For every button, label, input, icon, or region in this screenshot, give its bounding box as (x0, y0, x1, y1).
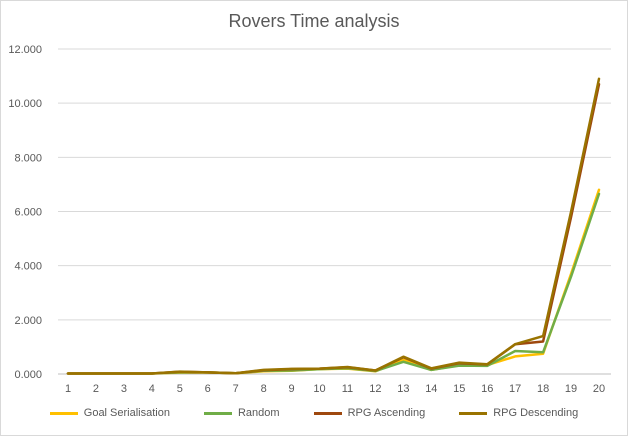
chart-legend: Goal Serialisation Random RPG Ascending RPG… (1, 407, 627, 419)
x-tick-label: 9 (289, 383, 295, 395)
legend-entry: Goal Serialisation (49, 407, 170, 419)
y-tick-label: 12.000 (8, 44, 42, 56)
y-tick-label: 0.000 (14, 369, 42, 381)
x-tick-label: 3 (121, 383, 127, 395)
x-tick-label: 16 (481, 383, 493, 395)
legend-entry: RPG Descending (459, 407, 578, 419)
x-tick-label: 8 (261, 383, 267, 395)
series-line-random (66, 192, 601, 375)
x-tick-label: 17 (509, 383, 521, 395)
legend-label: RPG Descending (493, 407, 579, 419)
series-line-rpg-descending (66, 77, 601, 375)
x-tick-label: 19 (565, 383, 577, 395)
series-line-rpg-ascending (66, 82, 601, 375)
legend-swatch (49, 411, 78, 415)
x-tick-label: 7 (233, 383, 239, 395)
x-tick-label: 15 (453, 383, 465, 395)
y-tick-label: 10.000 (8, 98, 42, 110)
x-tick-label: 4 (149, 383, 155, 395)
x-tick-label: 1 (65, 383, 71, 395)
legend-label: Random (237, 407, 280, 419)
legend-entry: Random (203, 407, 280, 419)
legend-label: RPG Ascending (347, 407, 426, 419)
x-tick-label: 13 (397, 383, 409, 395)
y-tick-label: 8.000 (14, 152, 42, 164)
legend-swatch (203, 411, 232, 415)
legend-swatch (459, 411, 488, 415)
legend-swatch (313, 411, 342, 415)
legend-entry: RPG Ascending (313, 407, 426, 419)
series-line-goal-serialisation (66, 188, 601, 375)
y-tick-label: 6.000 (14, 207, 42, 219)
y-tick-label: 2.000 (14, 315, 42, 327)
x-tick-label: 2 (93, 383, 99, 395)
x-tick-label: 12 (369, 383, 381, 395)
chart-title: Rovers Time analysis (228, 11, 400, 31)
legend-label: Goal Serialisation (83, 407, 170, 419)
x-tick-label: 11 (342, 383, 353, 395)
x-tick-label: 18 (537, 383, 549, 395)
x-tick-label: 10 (313, 383, 325, 395)
x-tick-label: 5 (177, 383, 183, 395)
x-tick-label: 14 (425, 383, 437, 395)
y-tick-label: 4.000 (14, 261, 42, 273)
x-tick-label: 20 (593, 383, 605, 395)
x-tick-label: 6 (205, 383, 211, 395)
